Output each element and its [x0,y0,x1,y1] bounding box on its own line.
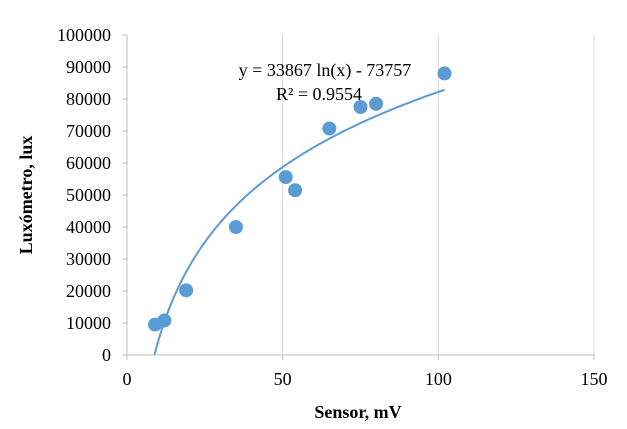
data-point [369,96,384,111]
x-tick-label: 100 [425,369,452,389]
trendline-equation: y = 33867 ln(x) - 73757 [239,60,412,81]
data-point [288,183,303,198]
y-tick-label: 10000 [66,313,111,333]
x-tick-label: 50 [274,369,292,389]
x-axis-title: Sensor, mV [314,402,401,422]
data-point [157,313,172,328]
trendline-group [153,88,445,356]
x-tick-label: 0 [123,369,132,389]
y-tick-label: 80000 [66,89,111,109]
trendline [153,88,445,356]
data-point [322,121,337,136]
y-tick-label: 60000 [66,153,111,173]
y-tick-label: 90000 [66,57,111,77]
y-tick-label: 70000 [66,121,111,141]
gridlines [282,35,595,355]
y-tick-label: 50000 [66,185,111,205]
y-axis-title: Luxómetro, lux [16,136,36,255]
data-point [437,66,452,81]
y-tick-label: 0 [102,345,111,365]
y-tick-label: 30000 [66,249,111,269]
x-tick-label: 150 [581,369,608,389]
y-tick-label: 100000 [57,25,111,45]
y-tick-label: 20000 [66,281,111,301]
data-points [148,66,452,332]
data-point [278,170,293,185]
axes [126,35,594,356]
y-tick-labels: 0 10000 20000 30000 40000 50000 60000 70000 8000… [57,25,127,365]
data-point [179,283,194,298]
trendline-r-squared: R² = 0.9554 [276,84,362,104]
data-point [228,220,243,234]
y-tick-label: 40000 [66,217,111,237]
x-tick-labels: 0 50 100 150 [123,355,608,389]
data-point [353,100,368,114]
